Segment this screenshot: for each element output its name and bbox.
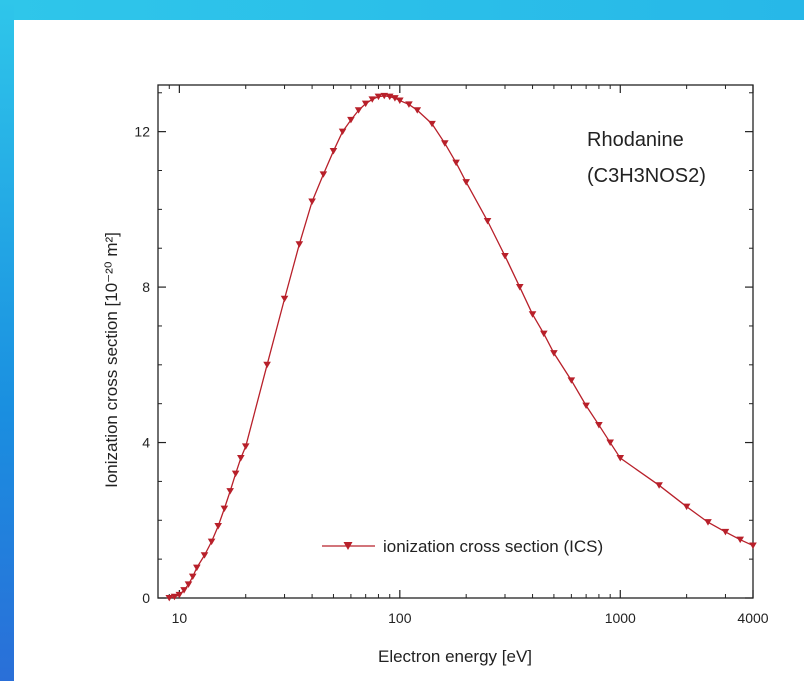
data-point (220, 505, 229, 513)
data-point (354, 107, 363, 114)
data-point (319, 171, 328, 178)
data-point (441, 140, 449, 147)
data-point (380, 92, 389, 100)
data-point (462, 179, 470, 186)
data-point (338, 128, 347, 136)
data-point (704, 519, 712, 526)
data-point (749, 542, 757, 549)
data-point (616, 455, 625, 462)
data-point (736, 536, 745, 544)
data-point (483, 217, 492, 225)
data-point (567, 377, 576, 384)
y-tick-label: 12 (134, 124, 150, 140)
frame-left-band (0, 0, 14, 681)
annotation-formula: (C3H3NOS2) (587, 165, 706, 187)
data-point (231, 470, 240, 478)
x-tick-label: 100 (388, 610, 412, 626)
x-tick-label: 4000 (737, 610, 768, 626)
y-axis-title: Ionization cross section [10⁻²⁰ m²] (102, 232, 121, 488)
data-point (368, 96, 377, 103)
data-point (540, 330, 548, 338)
data-point (582, 402, 590, 410)
data-point (452, 159, 460, 167)
legend-marker (343, 542, 353, 550)
data-point (655, 482, 663, 489)
data-point (308, 198, 316, 206)
axis-tick-labels: 10 100 1000 4000 0 4 8 12 (134, 124, 768, 626)
data-point (528, 311, 537, 318)
data-point (595, 422, 603, 429)
y-tick-label: 0 (142, 590, 150, 606)
data-point (682, 503, 691, 511)
data-point (391, 95, 399, 102)
data-point (361, 100, 370, 108)
y-tick-label: 4 (142, 435, 150, 451)
x-axis-title: Electron energy [eV] (378, 647, 532, 666)
data-point (188, 573, 197, 581)
data-point (413, 107, 422, 114)
x-tick-label: 10 (172, 610, 188, 626)
data-point (214, 523, 222, 530)
data-point (170, 593, 179, 601)
data-point (263, 361, 271, 369)
y-tick-label: 8 (142, 279, 150, 295)
data-point (165, 594, 174, 602)
data-point (175, 591, 184, 599)
data-point (606, 439, 614, 446)
series-group (165, 92, 757, 602)
frame-top-band (0, 0, 804, 20)
x-tick-label: 1000 (605, 610, 636, 626)
data-point (347, 116, 355, 124)
plot-area (157, 84, 754, 599)
data-point (550, 350, 558, 357)
annotation-name: Rhodanine (587, 129, 684, 151)
data-point (237, 455, 245, 462)
data-point (515, 284, 524, 291)
data-point (207, 538, 216, 546)
data-point (184, 581, 193, 588)
data-point (193, 564, 201, 572)
data-point (428, 120, 436, 128)
data-point (180, 587, 188, 594)
data-point (501, 252, 509, 260)
data-point (241, 443, 250, 450)
data-point (280, 295, 289, 303)
series-line (169, 95, 754, 599)
data-point (396, 97, 404, 104)
data-point (295, 241, 304, 248)
data-point (329, 148, 338, 155)
data-point (374, 93, 383, 101)
data-point (721, 528, 730, 536)
legend-label: ionization cross section (ICS) (383, 537, 603, 556)
data-point (200, 552, 209, 559)
data-point (226, 488, 234, 495)
data-point (405, 101, 413, 108)
legend: ionization cross section (ICS) (322, 537, 603, 556)
